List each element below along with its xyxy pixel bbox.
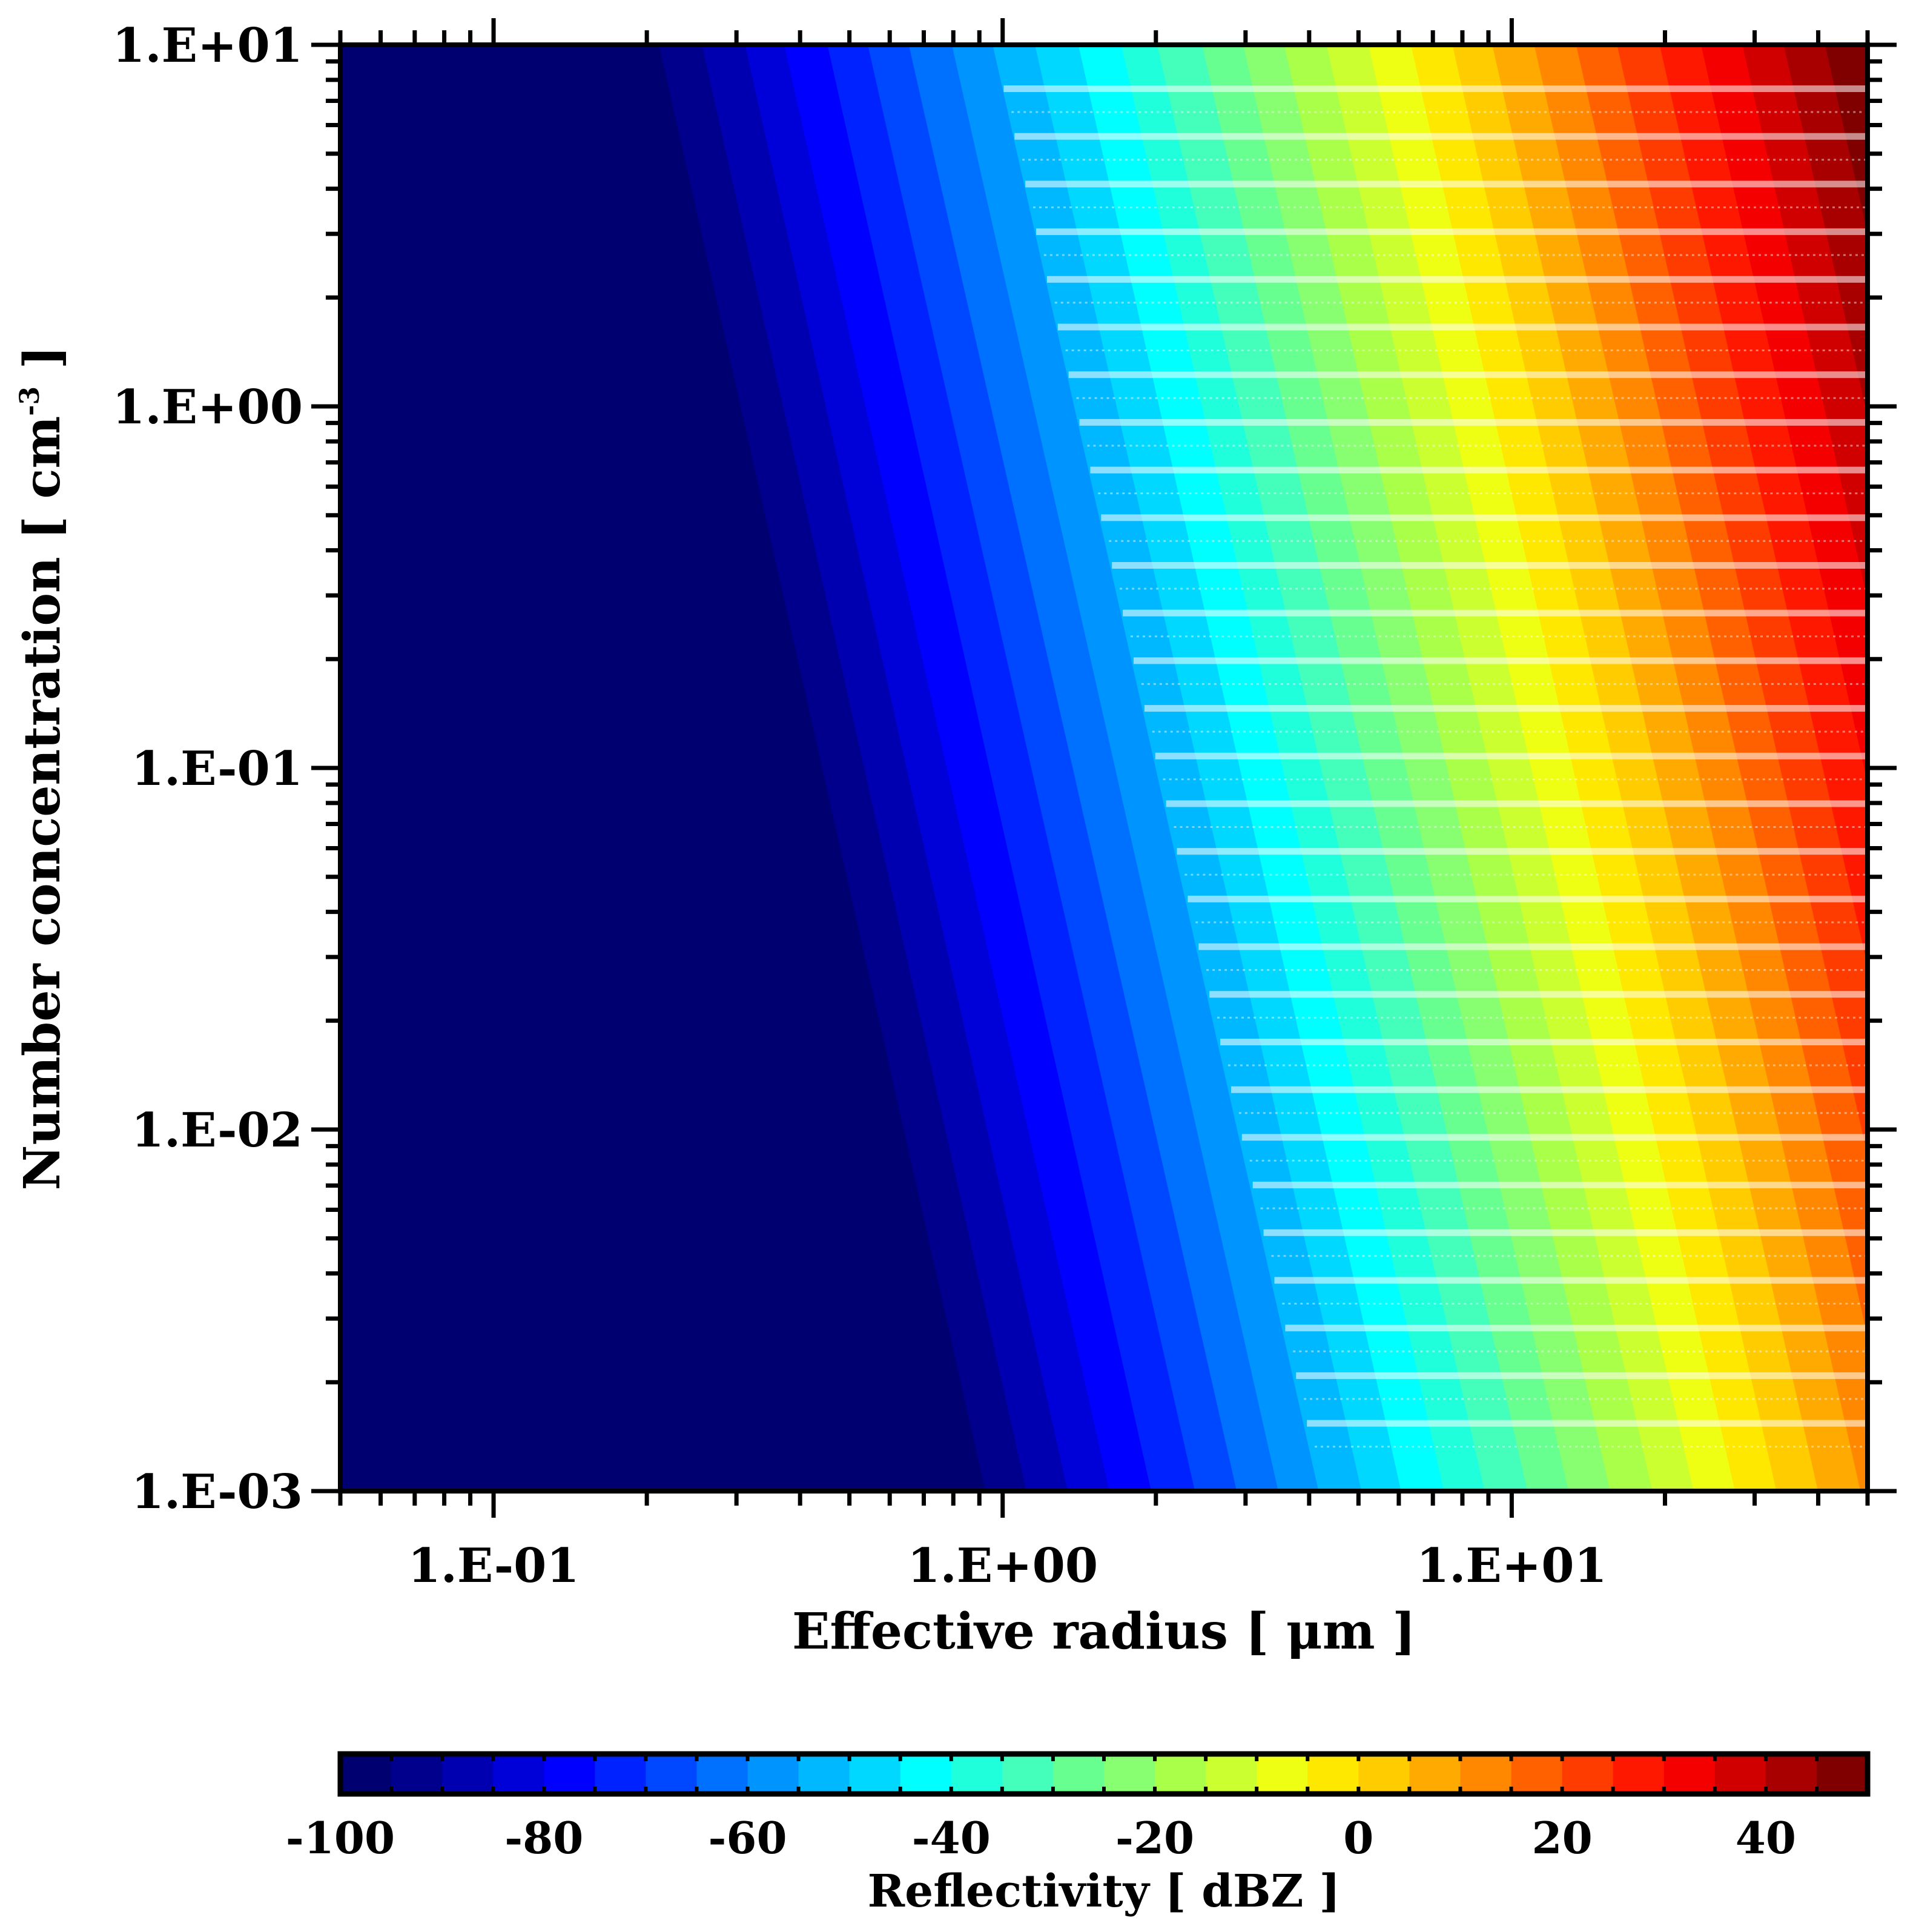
colorbar-tick-label: 40 [1736, 1812, 1796, 1864]
colorbar-bin [1613, 1754, 1665, 1794]
white-streak [1307, 1420, 1868, 1427]
white-streak [1123, 609, 1868, 617]
colorbar-bin [544, 1754, 595, 1794]
white-streak [1188, 895, 1868, 902]
colorbar: -100 -80 -60 -40 -20 0 20 40 Reflectivity [ dBZ… [286, 1751, 1871, 1917]
white-streak [1090, 466, 1868, 474]
colorbar-tick-label: -100 [286, 1812, 395, 1864]
white-streak [1177, 848, 1868, 855]
plot-area [340, 45, 1868, 1491]
white-streak [1003, 85, 1868, 92]
colorbar-bin [493, 1754, 544, 1794]
y-axis-ticks [311, 42, 1897, 1494]
y-tick-label: 1.E-01 [131, 741, 303, 796]
colorbar-bin [1714, 1754, 1766, 1794]
x-tick-label: 1.E+01 [1416, 1538, 1607, 1593]
white-streak [1014, 133, 1868, 140]
white-streak [1144, 705, 1868, 712]
colorbar-bin [951, 1754, 1003, 1794]
white-streak [1155, 752, 1868, 759]
x-tick-label: 1.E-01 [408, 1538, 579, 1593]
colorbar-bin [1562, 1754, 1614, 1794]
white-streak [1057, 323, 1868, 331]
x-axis-ticks [338, 18, 1870, 1518]
white-streak [1079, 418, 1868, 426]
colorbar-bin [1816, 1754, 1868, 1794]
colorbar-bin [340, 1754, 392, 1794]
colorbar-tick-label: 0 [1343, 1812, 1373, 1864]
y-axis-title-superscript: -3 [15, 386, 45, 416]
colorbar-bin [1460, 1754, 1512, 1794]
y-tick-label: 1.E-02 [131, 1103, 303, 1158]
colorbar-bin [1257, 1754, 1308, 1794]
x-tick-label: 1.E+00 [907, 1538, 1098, 1593]
colorbar-bin [1307, 1754, 1359, 1794]
white-streak [1252, 1182, 1868, 1189]
colorbar-tick-label: -60 [708, 1812, 787, 1864]
colorbar-bin [391, 1754, 443, 1794]
white-streak [1025, 180, 1868, 188]
contour-bands [340, 45, 1868, 1491]
colorbar-title: Reflectivity [ dBZ ] [868, 1865, 1341, 1917]
colorbar-bin [646, 1754, 697, 1794]
white-streak [1036, 228, 1868, 236]
white-streak [1133, 657, 1868, 664]
y-axis-title-end: ] [13, 346, 71, 386]
white-streak [1296, 1372, 1868, 1379]
white-streak [1112, 562, 1868, 569]
colorbar-ticks [339, 1754, 1869, 1794]
colorbar-tick-label: -20 [1115, 1812, 1194, 1864]
white-streak [1198, 943, 1868, 950]
y-axis-tick-labels: 1.E+01 1.E+00 1.E-01 1.E-02 1.E-03 [112, 18, 303, 1520]
colorbar-bin [747, 1754, 799, 1794]
colorbar-bin [696, 1754, 748, 1794]
white-streak [1209, 991, 1868, 998]
colorbar-tick-label: -80 [504, 1812, 583, 1864]
colorbar-bin [798, 1754, 850, 1794]
white-streak [1046, 276, 1868, 283]
colorbar-bin [595, 1754, 646, 1794]
colorbar-bin [1052, 1754, 1105, 1794]
colorbar-bin [442, 1754, 494, 1794]
colorbar-bin [1206, 1754, 1257, 1794]
colorbar-bin [1765, 1754, 1817, 1794]
colorbar-bin [1358, 1754, 1410, 1794]
y-axis-title-main: Number concentration [ cm [13, 416, 71, 1191]
y-tick-label: 1.E-03 [131, 1464, 303, 1520]
white-streak [1274, 1277, 1868, 1284]
white-streak [1263, 1229, 1868, 1236]
colorbar-bin [849, 1754, 901, 1794]
colorbar-bin [1104, 1754, 1155, 1794]
white-streak [1231, 1086, 1868, 1093]
white-streak [1220, 1039, 1868, 1045]
y-tick-label: 1.E+00 [112, 380, 303, 435]
x-axis-title: Effective radius [ μm ] [792, 1603, 1416, 1661]
white-streak [1166, 800, 1868, 807]
y-tick-label: 1.E+01 [112, 18, 303, 73]
colorbar-bin [1002, 1754, 1054, 1794]
colorbar-bin [1511, 1754, 1563, 1794]
colorbar-tick-label: -40 [912, 1812, 991, 1864]
colorbar-bin [1155, 1754, 1206, 1794]
colorbar-bins [340, 1754, 1868, 1794]
colorbar-tick-labels: -100 -80 -60 -40 -20 0 20 40 [286, 1812, 1796, 1864]
colorbar-bin [900, 1754, 952, 1794]
colorbar-tick-label: 20 [1531, 1812, 1592, 1864]
colorbar-bin [1663, 1754, 1716, 1794]
white-streak [1241, 1134, 1868, 1141]
colorbar-bin [1409, 1754, 1461, 1794]
y-axis-title: Number concentration [ cm-3 ] [13, 346, 71, 1191]
white-streak [1285, 1325, 1868, 1332]
white-streak-overlay [1003, 85, 1868, 1448]
white-streak [1101, 514, 1868, 521]
x-axis-tick-labels: 1.E-01 1.E+00 1.E+01 [408, 1538, 1607, 1593]
white-streak [1068, 371, 1868, 379]
